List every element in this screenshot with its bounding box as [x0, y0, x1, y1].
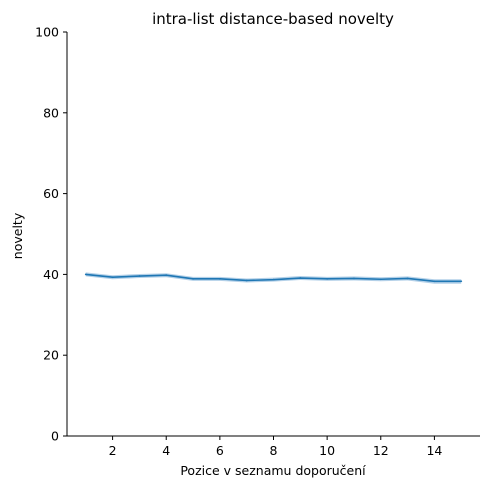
- x-tick-label: 4: [162, 443, 170, 458]
- data-point: [272, 278, 275, 281]
- confidence-band: [85, 272, 462, 284]
- x-tick-label: 8: [270, 443, 278, 458]
- x-axis-ticks: 2 4 6 8 10 12 14: [109, 436, 442, 458]
- y-tick-label: 0: [51, 429, 59, 444]
- plot-area: [84, 272, 463, 284]
- y-axis-ticks: 0 20 40 60 80 100: [35, 25, 67, 444]
- data-point: [299, 277, 302, 279]
- data-point: [433, 280, 436, 283]
- x-tick-label: 14: [426, 443, 442, 458]
- data-point: [84, 273, 87, 276]
- data-point: [326, 277, 329, 280]
- y-tick-label: 100: [35, 25, 59, 40]
- data-point: [406, 277, 409, 280]
- data-point: [460, 280, 463, 283]
- data-point: [218, 277, 221, 280]
- x-tick-label: 2: [109, 443, 117, 458]
- chart-title: intra-list distance-based novelty: [152, 10, 394, 28]
- y-tick-label: 40: [43, 267, 59, 282]
- y-axis-label: novelty: [10, 212, 25, 259]
- x-tick-label: 12: [373, 443, 389, 458]
- data-point: [138, 275, 141, 277]
- data-point: [111, 276, 114, 279]
- data-point: [379, 278, 382, 281]
- x-tick-label: 10: [319, 443, 335, 458]
- y-tick-label: 80: [43, 105, 59, 120]
- data-point: [245, 279, 248, 282]
- y-tick-label: 20: [43, 348, 59, 363]
- data-point: [353, 277, 355, 280]
- y-tick-label: 60: [43, 186, 59, 201]
- x-tick-label: 6: [216, 443, 224, 458]
- data-point: [165, 274, 168, 277]
- data-point: [192, 277, 194, 280]
- x-axis-label: Pozice v seznamu doporučení: [180, 463, 366, 478]
